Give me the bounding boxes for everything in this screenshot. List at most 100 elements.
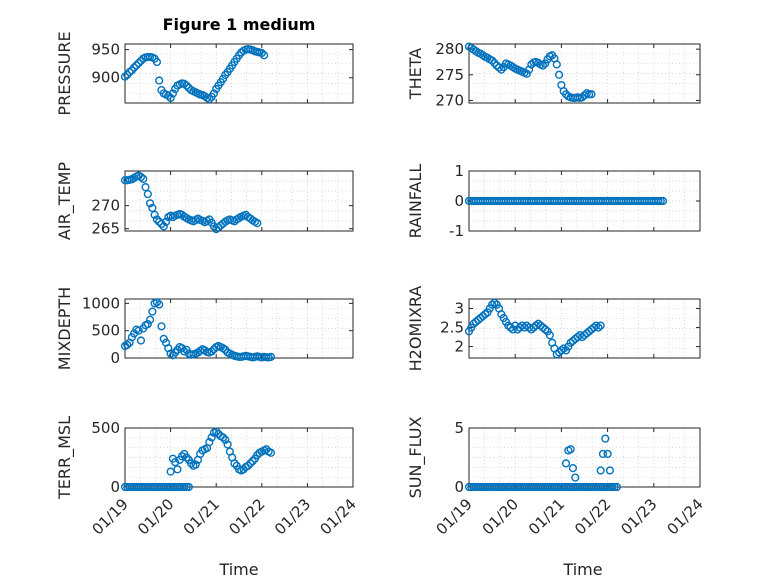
data-point-air-temp <box>143 189 152 199</box>
x-tick-label: 01/20 <box>134 495 177 538</box>
data-point-terr-msl <box>166 467 175 476</box>
y-tick-label: 2 <box>454 338 464 356</box>
x-tick-label: 01/22 <box>225 495 268 538</box>
y-tick-label: 900 <box>91 69 120 87</box>
axes-box-pressure <box>124 43 354 104</box>
data-point-pressure <box>155 76 164 85</box>
x-tick-label: 01/21 <box>180 495 223 538</box>
data-point-theta <box>585 90 594 99</box>
data-point-sun-flux <box>608 482 617 492</box>
y-tick-label: 5 <box>454 419 464 437</box>
data-point-pressure <box>134 59 143 68</box>
data-point-pressure <box>168 89 177 98</box>
y-tick-label: 0 <box>110 478 120 496</box>
data-point-theta <box>587 90 596 99</box>
data-point-theta <box>538 61 548 70</box>
data-point-rainfall <box>654 196 663 206</box>
grid-mixdepth <box>125 299 353 358</box>
axes-box-mixdepth <box>124 298 354 359</box>
data-point-pressure <box>132 61 141 70</box>
axes-box-air-temp <box>124 170 354 232</box>
panel-terr-msl: 0 500 TERR_MSL 01/19 01/20 01/21 01/22 01/23 01/… <box>55 416 360 538</box>
data-point-pressure <box>259 51 269 60</box>
data-point-air-temp <box>152 215 162 224</box>
data-point-air-temp <box>148 203 157 213</box>
y-axis-label-mixdepth: MIXDEPTH <box>55 287 74 370</box>
data-point-pressure <box>152 57 162 67</box>
data-point-mixdepth <box>134 326 143 335</box>
data-point-mixdepth <box>266 352 276 362</box>
y-tick-label: 950 <box>91 41 120 59</box>
data-point-terr-msl <box>207 433 216 442</box>
data-point-mixdepth <box>207 347 216 356</box>
x-tick-label: 01/19 <box>89 495 132 538</box>
data-point-terr-msl <box>221 435 230 444</box>
x-axis-label-left: Time <box>218 560 258 579</box>
data-point-mixdepth <box>136 336 146 345</box>
x-tick-label: 01/20 <box>479 495 522 538</box>
data-point-h2omixra <box>545 331 554 340</box>
y-tick-label: 500 <box>91 322 120 340</box>
data-point-sun-flux <box>566 445 575 454</box>
data-point-sun-flux <box>568 464 578 473</box>
data-point-terr-msl <box>266 448 276 457</box>
data-point-sun-flux <box>605 466 615 475</box>
data-point-h2omixra <box>591 321 601 330</box>
data-point-mixdepth <box>148 307 157 316</box>
data-point-pressure <box>257 48 266 58</box>
data-point-terr-msl <box>218 433 228 442</box>
x-tick-label: 01/23 <box>271 495 314 538</box>
grid-h2omixra <box>469 299 700 358</box>
data-point-pressure <box>209 89 219 98</box>
y-tick-label: 275 <box>435 66 464 84</box>
data-point-air-temp <box>145 199 155 208</box>
data-point-h2omixra <box>557 346 566 355</box>
data-point-terr-msl <box>246 459 255 468</box>
data-point-terr-msl <box>205 438 214 447</box>
panel-h2omixra: 22.53 H2OMIXRA <box>406 286 701 371</box>
y-tick-label: 1000 <box>82 294 120 312</box>
data-point-air-temp <box>157 219 166 229</box>
axes-box-theta <box>468 43 701 104</box>
y-tick-label: 280 <box>435 40 464 58</box>
data-point-h2omixra <box>559 344 568 353</box>
data-point-theta <box>522 69 531 78</box>
y-tick-label: 500 <box>91 419 120 437</box>
data-point-pressure <box>205 94 214 104</box>
data-point-mixdepth <box>157 322 166 331</box>
y-tick-label: 265 <box>91 220 120 238</box>
data-point-air-temp <box>159 222 168 231</box>
data-point-terr-msl <box>244 461 253 470</box>
axes-box-terr-msl <box>124 427 354 488</box>
y-axis-label-terr-msl: TERR_MSL <box>55 416 75 500</box>
panel-theta: 270 275 280 THETA <box>406 40 701 109</box>
y-axis-label-air-temp: AIR_TEMP <box>55 162 75 240</box>
data-point-sun-flux <box>610 482 619 492</box>
y-tick-label: 270 <box>91 197 120 215</box>
data-point-rainfall <box>658 196 668 206</box>
data-point-pressure <box>130 63 139 72</box>
data-point-sun-flux <box>598 449 608 459</box>
data-point-sun-flux <box>596 466 605 475</box>
data-point-terr-msl <box>191 460 200 469</box>
x-axis-label-right: Time <box>562 560 602 579</box>
y-tick-label: 270 <box>435 91 464 109</box>
axes-box-sun-flux <box>468 427 701 488</box>
data-point-h2omixra <box>596 321 605 330</box>
y-axis-label-sun-flux: SUN_FLUX <box>406 417 426 499</box>
data-point-air-temp <box>139 174 148 183</box>
data-point-sun-flux <box>603 449 612 459</box>
data-point-sun-flux <box>612 482 621 492</box>
x-tick-label: 01/24 <box>317 495 360 538</box>
data-point-h2omixra <box>488 300 497 309</box>
y-tick-label: 0 <box>110 349 120 367</box>
data-point-theta <box>552 60 561 69</box>
panel-air-temp: 265 270 AIR_TEMP <box>55 162 354 240</box>
grid-pressure <box>125 44 353 103</box>
data-point-theta <box>578 93 587 102</box>
y-tick-label: 1 <box>454 162 464 180</box>
data-point-theta <box>494 63 504 72</box>
data-point-terr-msl <box>187 459 196 468</box>
panel-pressure: 900 950 PRESSURE <box>55 31 354 116</box>
x-tick-label: 01/22 <box>571 495 614 538</box>
